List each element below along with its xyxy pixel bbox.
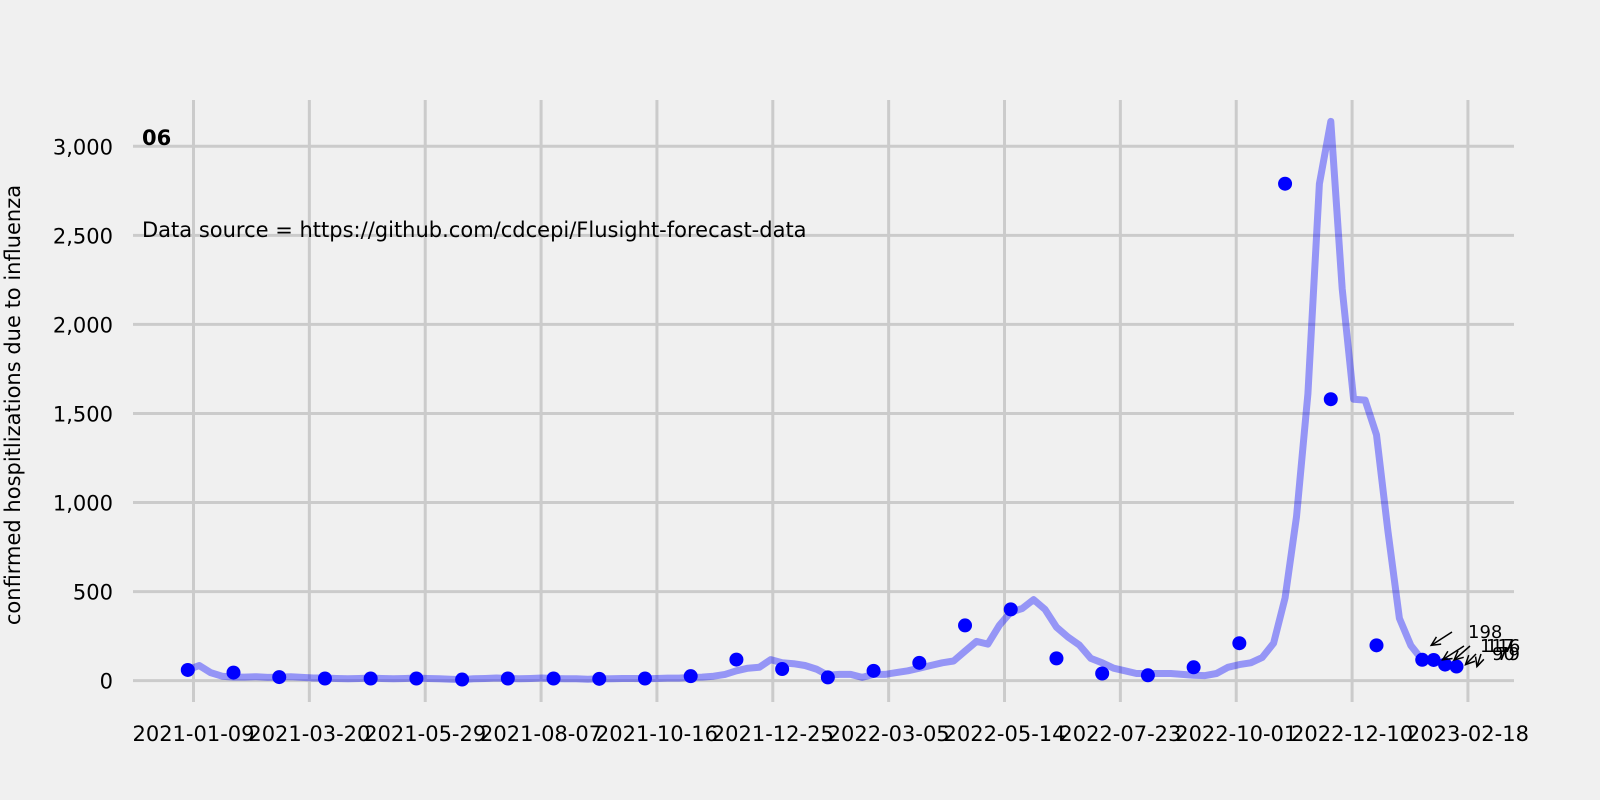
data-point-marker [1049, 651, 1064, 666]
data-point-marker [1140, 668, 1155, 683]
data-point-marker [500, 671, 515, 686]
y-tick-label: 500 [73, 581, 113, 605]
annotation-arrow-head [1464, 654, 1476, 666]
x-tick-label: 2022-10-01 [1175, 722, 1297, 746]
annotation-arrow-head [1429, 636, 1442, 647]
annotation-arrow-line [1442, 645, 1465, 661]
data-point-marker [455, 672, 470, 687]
data-point-marker [180, 662, 195, 677]
x-tick-label: 2021-08-07 [480, 722, 602, 746]
x-tick-label: 2022-07-23 [1059, 722, 1181, 746]
annotation-arrow-head [1441, 650, 1453, 661]
data-point-marker [1438, 657, 1453, 672]
annotation-arrow-line [1464, 653, 1477, 666]
data-point-marker [1369, 638, 1384, 653]
y-tick-label: 0 [100, 670, 113, 694]
data-point-marker [317, 671, 332, 686]
data-point-marker [592, 671, 607, 686]
data-point-marker [866, 663, 881, 678]
annotation-label: 90 [1492, 644, 1515, 665]
data-point-marker [546, 671, 561, 686]
x-tick-label: 2022-12-10 [1291, 722, 1413, 746]
series-line [184, 117, 1460, 684]
y-tick-label: 2,500 [53, 224, 113, 248]
data-point-marker [409, 671, 424, 686]
annotation-arrow-line [1453, 645, 1471, 661]
data-point-marker [912, 655, 927, 670]
data-source-note: Data source = https://github.com/cdcepi/… [142, 218, 807, 242]
annotation-arrow-head [1474, 656, 1485, 669]
y-tick-label: 1,000 [53, 492, 113, 516]
x-tick-label: 2021-10-16 [596, 722, 718, 746]
x-tick-label: 2022-03-05 [828, 722, 950, 746]
data-point-marker [1323, 392, 1338, 407]
data-point-marker [1186, 660, 1201, 675]
annotation-arrow-line [1476, 653, 1482, 667]
annotation-arrow-line [1430, 631, 1453, 646]
data-point-marker [637, 671, 652, 686]
y-tick-label: 1,500 [53, 402, 113, 426]
annotation-label: 117 [1480, 636, 1514, 657]
series-line-group [184, 117, 1460, 684]
x-tick-labels: 2021-01-092021-03-202021-05-292021-08-07… [132, 722, 1528, 746]
x-tick-label: 2021-01-09 [132, 722, 254, 746]
y-tick-label: 3,000 [53, 135, 113, 159]
x-tick-label: 2021-03-20 [248, 722, 370, 746]
grid-lines [133, 100, 1514, 702]
data-point-marker [729, 652, 744, 667]
x-tick-label: 2021-12-25 [712, 722, 834, 746]
annotation-label: 116 [1486, 636, 1520, 657]
data-point-marker [820, 670, 835, 685]
data-point-marker [1003, 602, 1018, 617]
data-point-marker [958, 618, 973, 633]
data-point-marker [683, 669, 698, 684]
data-point-marker [775, 662, 790, 677]
marker-points [180, 176, 1464, 687]
data-point-marker [1232, 636, 1247, 651]
chart-title: 06 [142, 126, 171, 150]
x-tick-label: 2022-05-14 [943, 722, 1065, 746]
data-point-marker [272, 670, 287, 685]
data-point-marker [226, 665, 241, 680]
y-axis-label: confirmed hospitlizations due to influen… [1, 185, 25, 625]
annotation-label: 79 [1497, 644, 1520, 665]
annotation-label: 198 [1468, 622, 1502, 643]
y-tick-label: 2,000 [53, 313, 113, 337]
data-point-marker [1426, 652, 1441, 667]
data-point-marker [1278, 176, 1293, 191]
x-tick-label: 2023-02-18 [1407, 722, 1529, 746]
y-tick-labels: 0 500 1,000 1,500 2,000 2,500 3,000 [53, 135, 113, 693]
data-point-marker [1415, 652, 1430, 667]
data-point-marker [1095, 666, 1110, 681]
data-point-marker [1449, 659, 1464, 674]
data-point-marker [363, 671, 378, 686]
annotation-arrow-head [1452, 650, 1464, 662]
x-tick-label: 2021-05-29 [364, 722, 486, 746]
